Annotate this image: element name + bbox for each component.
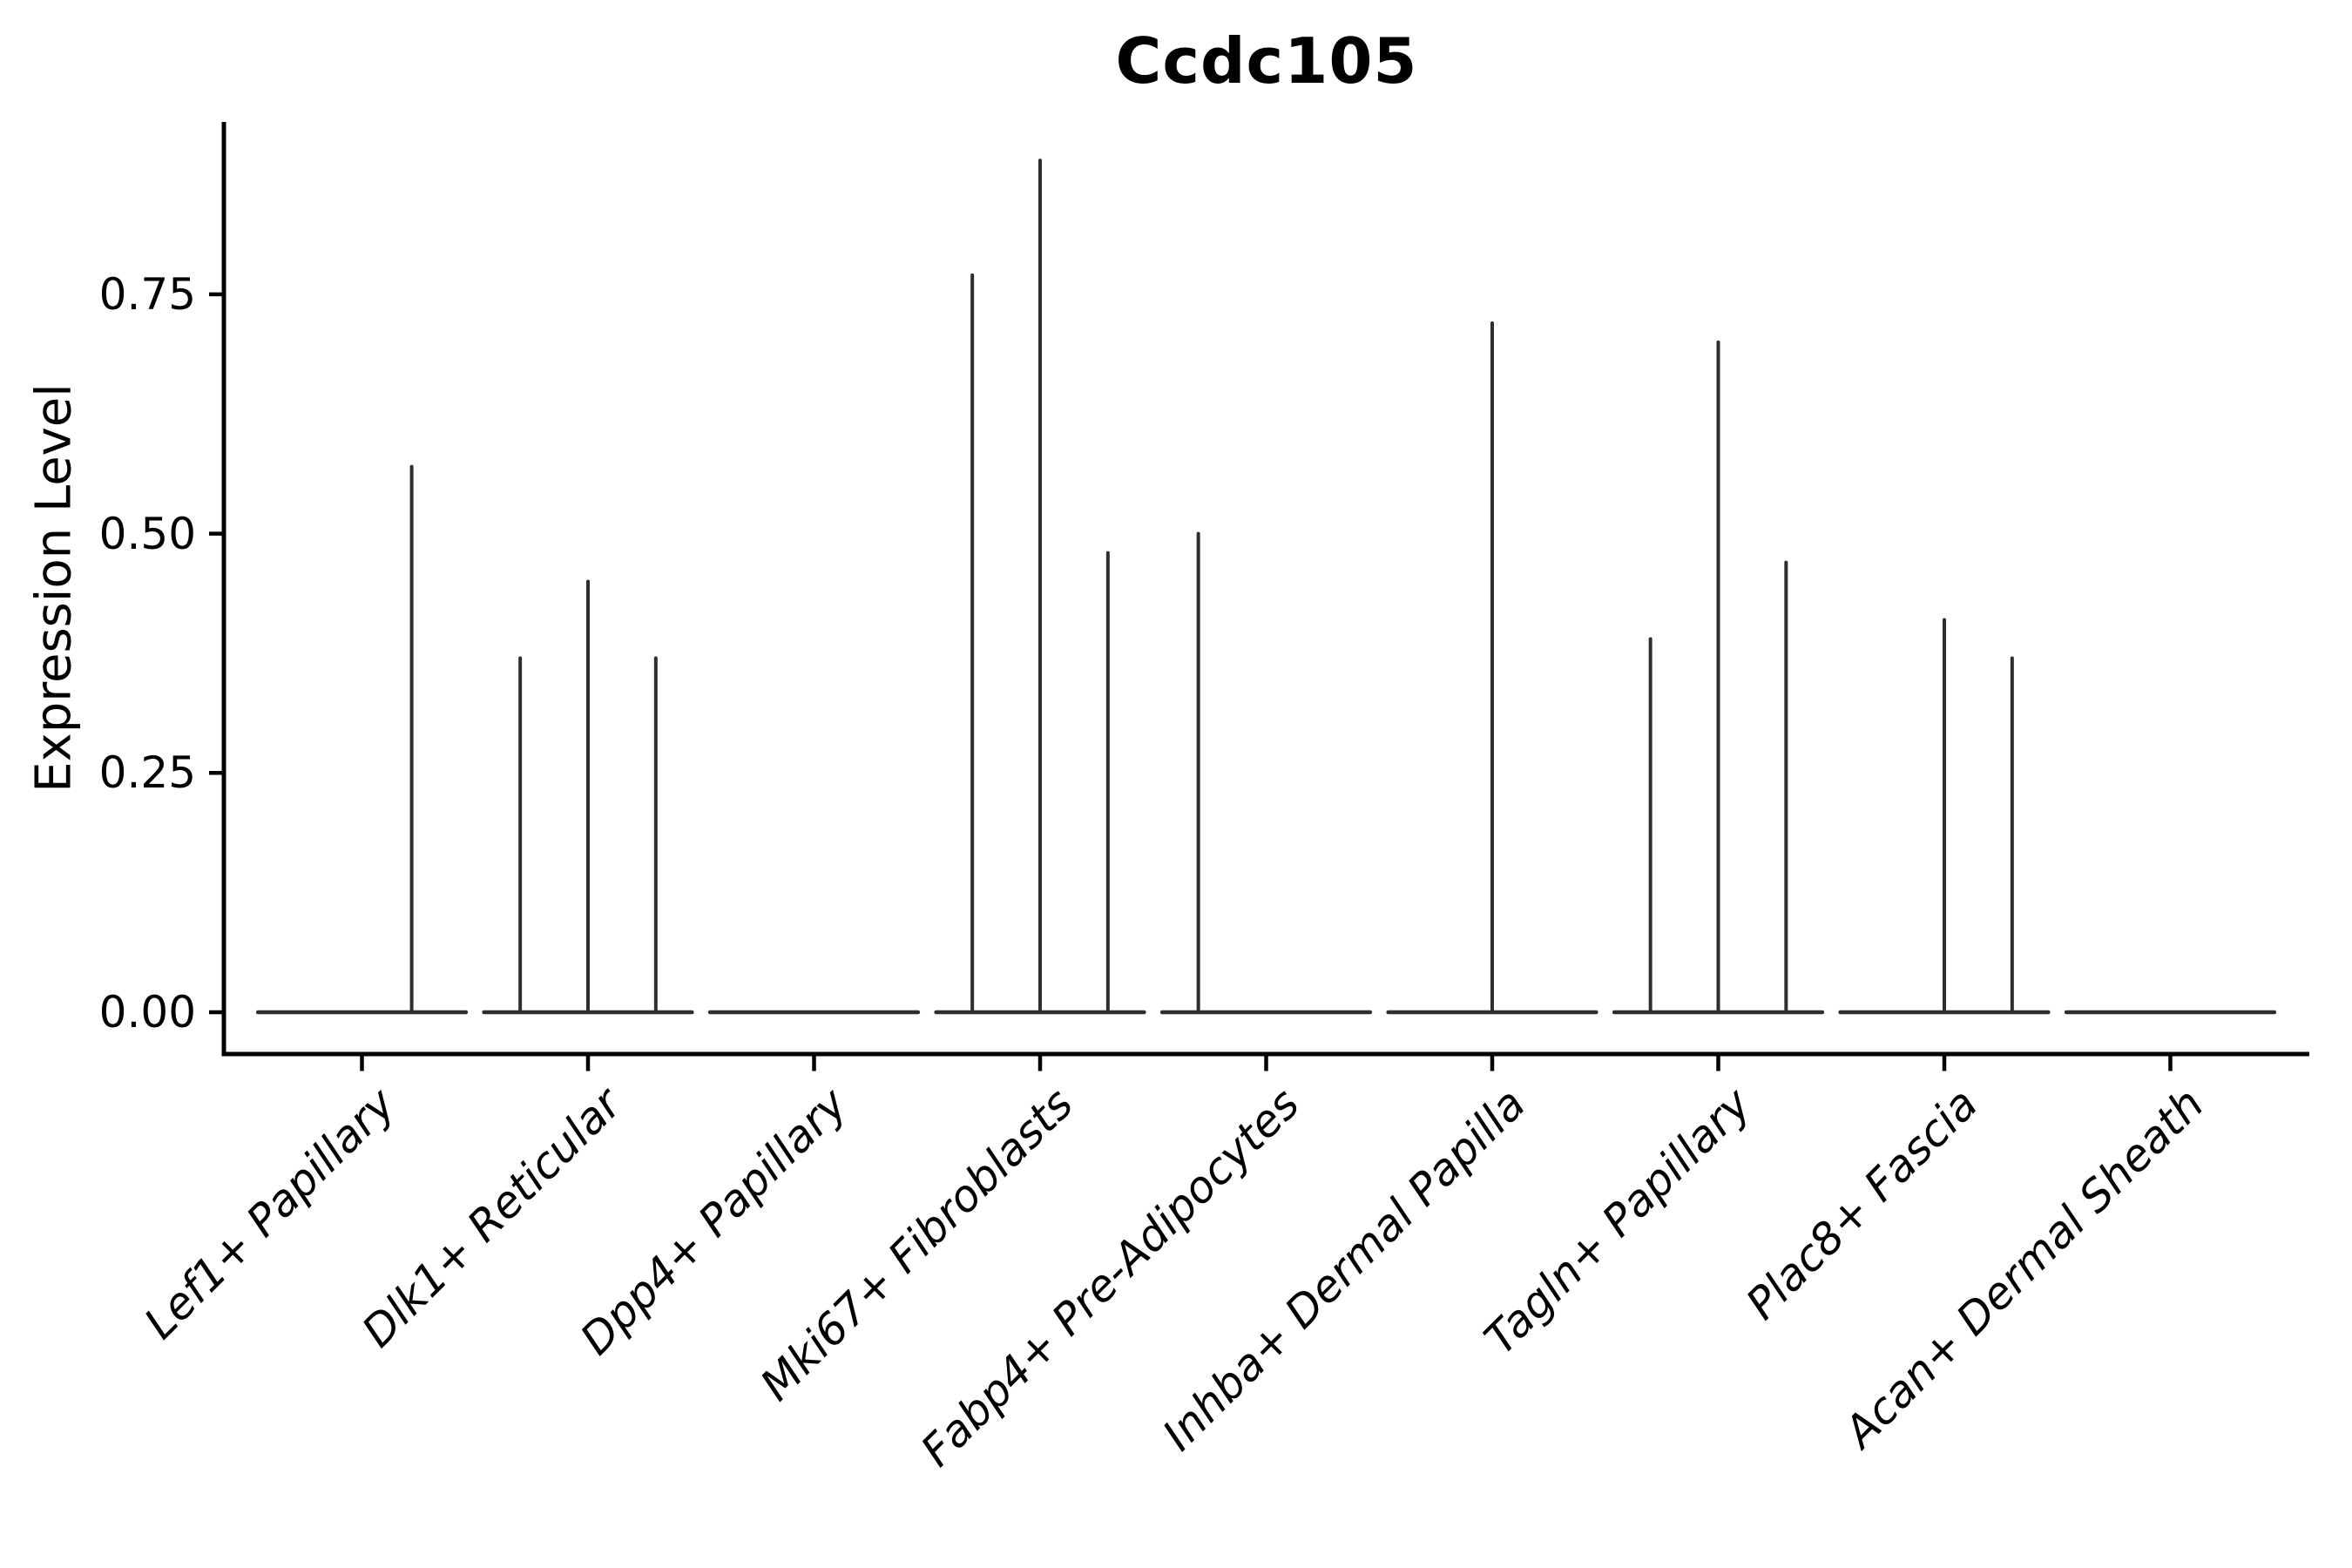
y-tick-label: 0.50 [98, 508, 196, 559]
y-tick-label: 0.00 [98, 987, 196, 1037]
y-tick-label: 0.75 [98, 268, 196, 320]
y-axis-label-text: Expression Level [25, 383, 83, 793]
chart-title: Ccdc105 [1115, 24, 1418, 98]
y-tick-label: 0.25 [98, 747, 196, 799]
